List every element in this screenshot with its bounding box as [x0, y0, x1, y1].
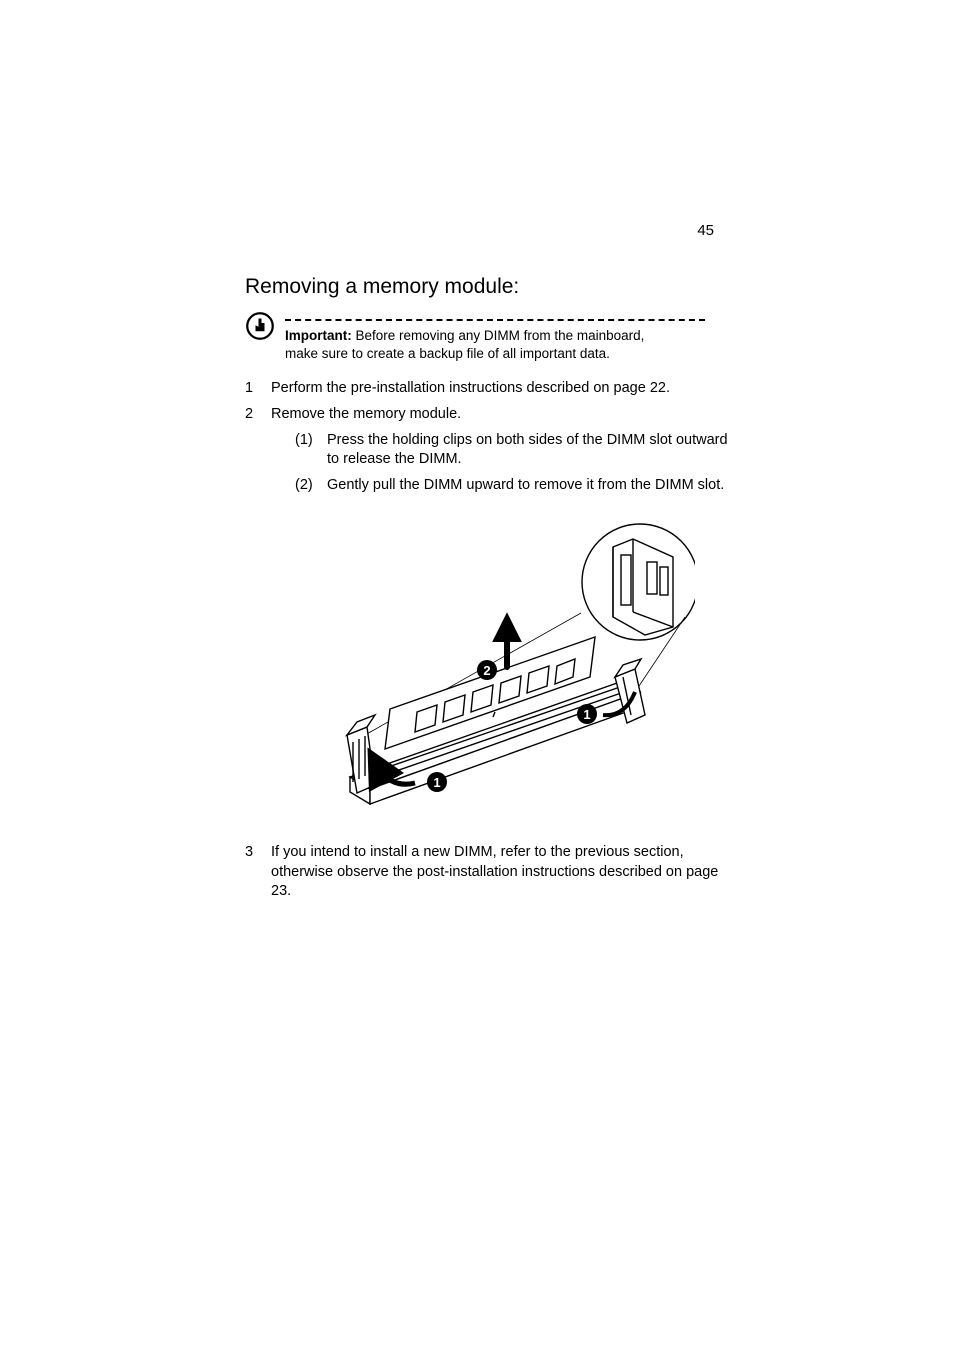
substep-number: (1): [295, 431, 327, 451]
divider-dashed: [285, 319, 705, 321]
substep-item: (2) Gently pull the DIMM upward to remov…: [295, 476, 734, 496]
important-text-block: Important: Before removing any DIMM from…: [285, 307, 734, 363]
step-item: 1 Perform the pre-installation instructi…: [245, 379, 734, 399]
step-number: 3: [245, 843, 271, 863]
substeps-list: (1) Press the holding clips on both side…: [295, 431, 734, 496]
steps-list: 1 Perform the pre-installation instructi…: [245, 379, 734, 501]
page-number: 45: [697, 222, 714, 239]
important-label: Important:: [285, 328, 352, 343]
callout-2-label: 2: [483, 663, 490, 678]
page-content: 45 Removing a memory module: Important: …: [0, 0, 954, 1350]
callout-1b-label: 1: [583, 707, 590, 722]
callout-1-label: 1: [433, 775, 440, 790]
step-number: 1: [245, 379, 271, 399]
substep-text: Press the holding clips on both sides of…: [327, 431, 734, 470]
hand-pointer-icon: [245, 311, 275, 341]
important-note: Important: Before removing any DIMM from…: [245, 307, 734, 363]
steps-list-continued: 3 If you intend to install a new DIMM, r…: [245, 843, 734, 902]
step-text: If you intend to install a new DIMM, ref…: [271, 843, 734, 902]
step-item: 2 Remove the memory module. (1) Press th…: [245, 405, 734, 501]
important-text: Important: Before removing any DIMM from…: [285, 327, 665, 363]
section-title: Removing a memory module:: [245, 275, 734, 299]
substep-text: Gently pull the DIMM upward to remove it…: [327, 476, 734, 496]
step-text: Perform the pre-installation instruction…: [271, 379, 734, 399]
step-text: Remove the memory module. (1) Press the …: [271, 405, 734, 501]
step-number: 2: [245, 405, 271, 425]
substep-item: (1) Press the holding clips on both side…: [295, 431, 734, 470]
substep-number: (2): [295, 476, 327, 496]
step-text-body: Remove the memory module.: [271, 406, 461, 422]
dimm-removal-figure: 1 1 2: [275, 517, 695, 827]
step-item: 3 If you intend to install a new DIMM, r…: [245, 843, 734, 902]
